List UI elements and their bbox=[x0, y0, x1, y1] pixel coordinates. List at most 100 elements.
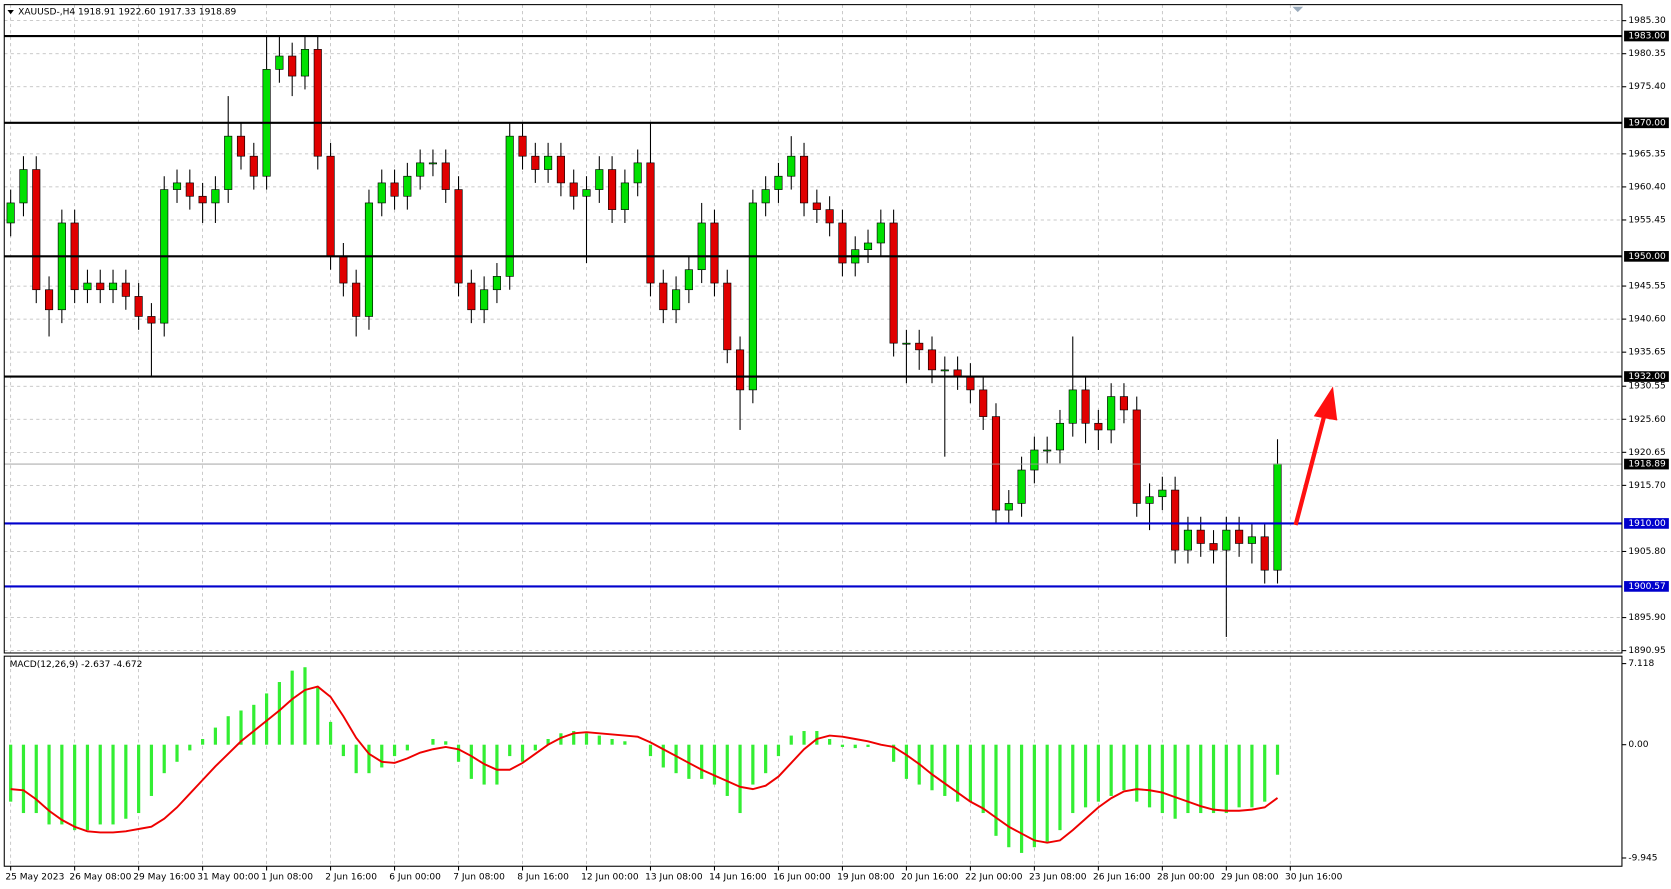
macd-histogram-bar bbox=[175, 744, 179, 762]
macd-histogram-bar bbox=[789, 735, 793, 745]
macd-histogram-bar bbox=[354, 744, 358, 774]
candle-body bbox=[966, 376, 975, 391]
macd-histogram-bar bbox=[994, 744, 998, 836]
y-tick-label: 1920.65 bbox=[1628, 448, 1665, 458]
candle-body bbox=[556, 155, 565, 184]
candle-body bbox=[1247, 536, 1256, 544]
candle-body bbox=[172, 182, 182, 190]
level-label: 1910.00 bbox=[1628, 519, 1666, 529]
candle-body bbox=[1273, 463, 1282, 571]
macd-histogram-bar bbox=[149, 744, 154, 796]
candle-body bbox=[505, 135, 514, 277]
macd-histogram-bar bbox=[584, 733, 589, 745]
candle-body bbox=[1145, 496, 1154, 504]
macd-histogram-bar bbox=[674, 744, 678, 774]
candle-body bbox=[57, 222, 66, 311]
macd-histogram-bar bbox=[367, 744, 371, 774]
x-tick-label: 14 Jun 16:00 bbox=[709, 872, 767, 882]
candle-body bbox=[1260, 536, 1269, 571]
candle-body bbox=[748, 202, 757, 391]
indicator-tick-label: 0.00 bbox=[1628, 740, 1648, 750]
candle-body bbox=[889, 222, 898, 344]
macd-histogram-bar bbox=[853, 744, 857, 749]
macd-histogram-bar bbox=[60, 744, 64, 825]
candle-body bbox=[1043, 449, 1052, 452]
level-label-box bbox=[1624, 251, 1669, 262]
indicator-tick-label: -9.945 bbox=[1628, 853, 1657, 863]
candle-body bbox=[428, 162, 437, 165]
macd-histogram-bar bbox=[239, 710, 243, 745]
macd-histogram-bar bbox=[1122, 744, 1126, 791]
y-tick-label: 1935.65 bbox=[1628, 348, 1665, 358]
macd-histogram-bar bbox=[316, 687, 320, 745]
candle-body bbox=[224, 135, 233, 190]
macd-histogram-bar bbox=[328, 721, 333, 745]
y-tick-label: 1965.35 bbox=[1628, 149, 1665, 159]
candle-body bbox=[1171, 489, 1180, 551]
candle-body bbox=[569, 182, 578, 197]
candle-body bbox=[1235, 529, 1244, 544]
macd-histogram-bar bbox=[1275, 744, 1280, 775]
x-tick-label: 13 Jun 08:00 bbox=[645, 872, 703, 882]
x-tick-label: 22 Jun 00:00 bbox=[965, 872, 1023, 882]
macd-histogram-bar bbox=[892, 744, 896, 762]
y-tick-label: 1915.70 bbox=[1628, 481, 1666, 491]
candle-body bbox=[684, 269, 693, 291]
macd-histogram-bar bbox=[162, 744, 166, 774]
x-tick-label: 16 Jun 00:00 bbox=[773, 872, 831, 882]
macd-histogram-bar bbox=[252, 704, 256, 745]
symbol-menu-icon[interactable] bbox=[7, 9, 14, 15]
level-label-box bbox=[1624, 117, 1669, 129]
candle-body bbox=[531, 155, 540, 170]
macd-histogram-bar bbox=[341, 744, 345, 757]
level-label-box bbox=[1624, 581, 1669, 592]
macd-histogram-bar bbox=[546, 738, 550, 745]
macd-histogram-bar bbox=[712, 744, 717, 785]
candle-body bbox=[1107, 396, 1116, 431]
macd-histogram-bar bbox=[930, 744, 934, 791]
level-label: 1900.57 bbox=[1628, 582, 1665, 592]
macd-histogram-bar bbox=[1224, 744, 1228, 814]
grid-layer: 1985.30 1980.35 1975.40 1965.35 1960.40 1955.… bbox=[4, 4, 1666, 882]
candle-body bbox=[979, 389, 988, 417]
macd-histogram-bar bbox=[968, 744, 972, 802]
macd-histogram-bar bbox=[572, 731, 576, 745]
level-label: 1970.00 bbox=[1628, 118, 1666, 128]
main-panel-frame bbox=[3, 4, 1623, 654]
macd-histogram-bar bbox=[981, 744, 985, 814]
macd-histogram-bar bbox=[661, 744, 665, 768]
candle-body bbox=[902, 342, 911, 345]
candle-body bbox=[863, 242, 873, 250]
candle-body bbox=[608, 169, 617, 210]
macd-histogram-bar bbox=[188, 744, 192, 751]
candle-body bbox=[710, 222, 719, 284]
candle-body bbox=[32, 169, 41, 291]
candle-body bbox=[96, 282, 105, 291]
macd-histogram-bar bbox=[725, 744, 729, 796]
macd-histogram-bar bbox=[226, 716, 230, 745]
indicator-panel-frame bbox=[3, 655, 1623, 867]
x-tick-label: 20 Jun 16:00 bbox=[901, 872, 959, 882]
y-tick-label: 1895.90 bbox=[1628, 613, 1666, 623]
candle-body bbox=[659, 282, 668, 311]
y-tick-label: 1980.35 bbox=[1628, 49, 1665, 59]
macd-histogram-bar bbox=[623, 741, 627, 745]
candle-body bbox=[236, 135, 246, 157]
macd-histogram-bar bbox=[1263, 744, 1267, 802]
candle-body bbox=[774, 175, 783, 190]
macd-histogram-bar bbox=[1160, 744, 1164, 814]
macd-histogram-bar bbox=[738, 744, 742, 814]
macd-histogram-bar bbox=[1071, 744, 1075, 814]
candle-body bbox=[838, 222, 847, 264]
chart-title: XAUUSD-,H4 1918.91 1922.60 1917.33 1918.… bbox=[18, 8, 236, 18]
macd-histogram-bar bbox=[469, 744, 473, 779]
x-tick-label: 7 Jun 08:00 bbox=[453, 872, 505, 882]
macd-histogram-bar bbox=[597, 735, 601, 745]
level-label: 1950.00 bbox=[1628, 252, 1666, 262]
y-tick-label: 1925.60 bbox=[1628, 415, 1666, 425]
candle-body bbox=[812, 202, 821, 210]
macd-histogram-bar bbox=[1147, 744, 1152, 808]
macd-histogram-bar bbox=[840, 744, 845, 747]
candle-body bbox=[300, 49, 310, 77]
y-tick-label: 1960.40 bbox=[1628, 182, 1666, 192]
